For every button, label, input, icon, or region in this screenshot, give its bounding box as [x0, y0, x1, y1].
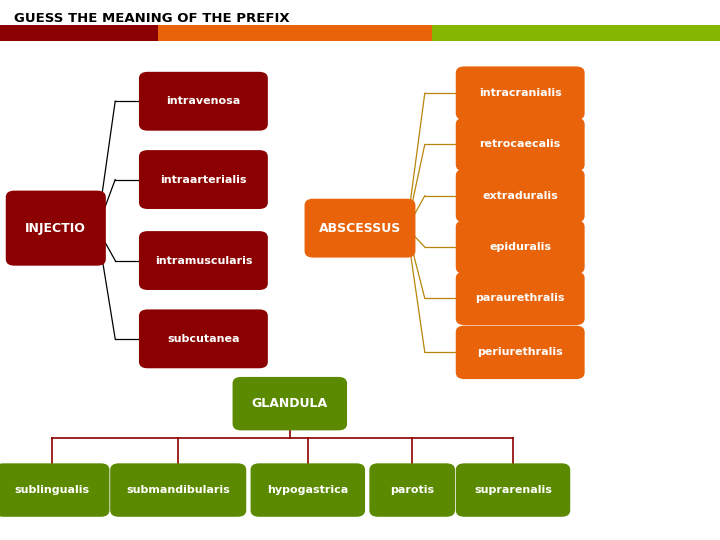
FancyBboxPatch shape [456, 118, 585, 171]
Text: GUESS THE MEANING OF THE PREFIX: GUESS THE MEANING OF THE PREFIX [14, 12, 290, 25]
Bar [0, 25, 158, 41]
Text: epiduralis: epiduralis [489, 242, 552, 252]
Text: intraarterialis: intraarterialis [160, 174, 247, 185]
FancyBboxPatch shape [139, 72, 268, 131]
Text: intravenosa: intravenosa [166, 96, 240, 106]
Text: paraurethralis: paraurethralis [475, 293, 565, 303]
FancyBboxPatch shape [110, 463, 246, 517]
Text: GLANDULA: GLANDULA [252, 397, 328, 410]
Text: hypogastrica: hypogastrica [267, 485, 348, 495]
FancyBboxPatch shape [139, 309, 268, 368]
FancyBboxPatch shape [139, 231, 268, 290]
Text: intramuscularis: intramuscularis [155, 255, 252, 266]
FancyBboxPatch shape [456, 463, 570, 517]
Text: intracranialis: intracranialis [479, 88, 562, 98]
FancyBboxPatch shape [0, 463, 109, 517]
Text: retrocaecalis: retrocaecalis [480, 139, 561, 150]
Text: submandibularis: submandibularis [126, 485, 230, 495]
Text: parotis: parotis [390, 485, 434, 495]
Text: subcutanea: subcutanea [167, 334, 240, 344]
Text: suprarenalis: suprarenalis [474, 485, 552, 495]
FancyBboxPatch shape [6, 191, 106, 266]
FancyBboxPatch shape [233, 377, 347, 430]
Text: periurethralis: periurethralis [477, 347, 563, 357]
Text: sublingualis: sublingualis [14, 485, 90, 495]
FancyBboxPatch shape [456, 272, 585, 325]
FancyBboxPatch shape [251, 463, 365, 517]
Text: extraduralis: extraduralis [482, 191, 558, 201]
FancyBboxPatch shape [139, 150, 268, 209]
Text: INJECTIO: INJECTIO [25, 221, 86, 235]
Bar [432, 25, 720, 41]
Text: ABSCESSUS: ABSCESSUS [319, 221, 401, 235]
Bar [158, 25, 432, 41]
FancyBboxPatch shape [456, 66, 585, 120]
FancyBboxPatch shape [456, 220, 585, 274]
FancyBboxPatch shape [456, 326, 585, 379]
FancyBboxPatch shape [305, 199, 415, 258]
FancyBboxPatch shape [456, 169, 585, 222]
FancyBboxPatch shape [369, 463, 455, 517]
